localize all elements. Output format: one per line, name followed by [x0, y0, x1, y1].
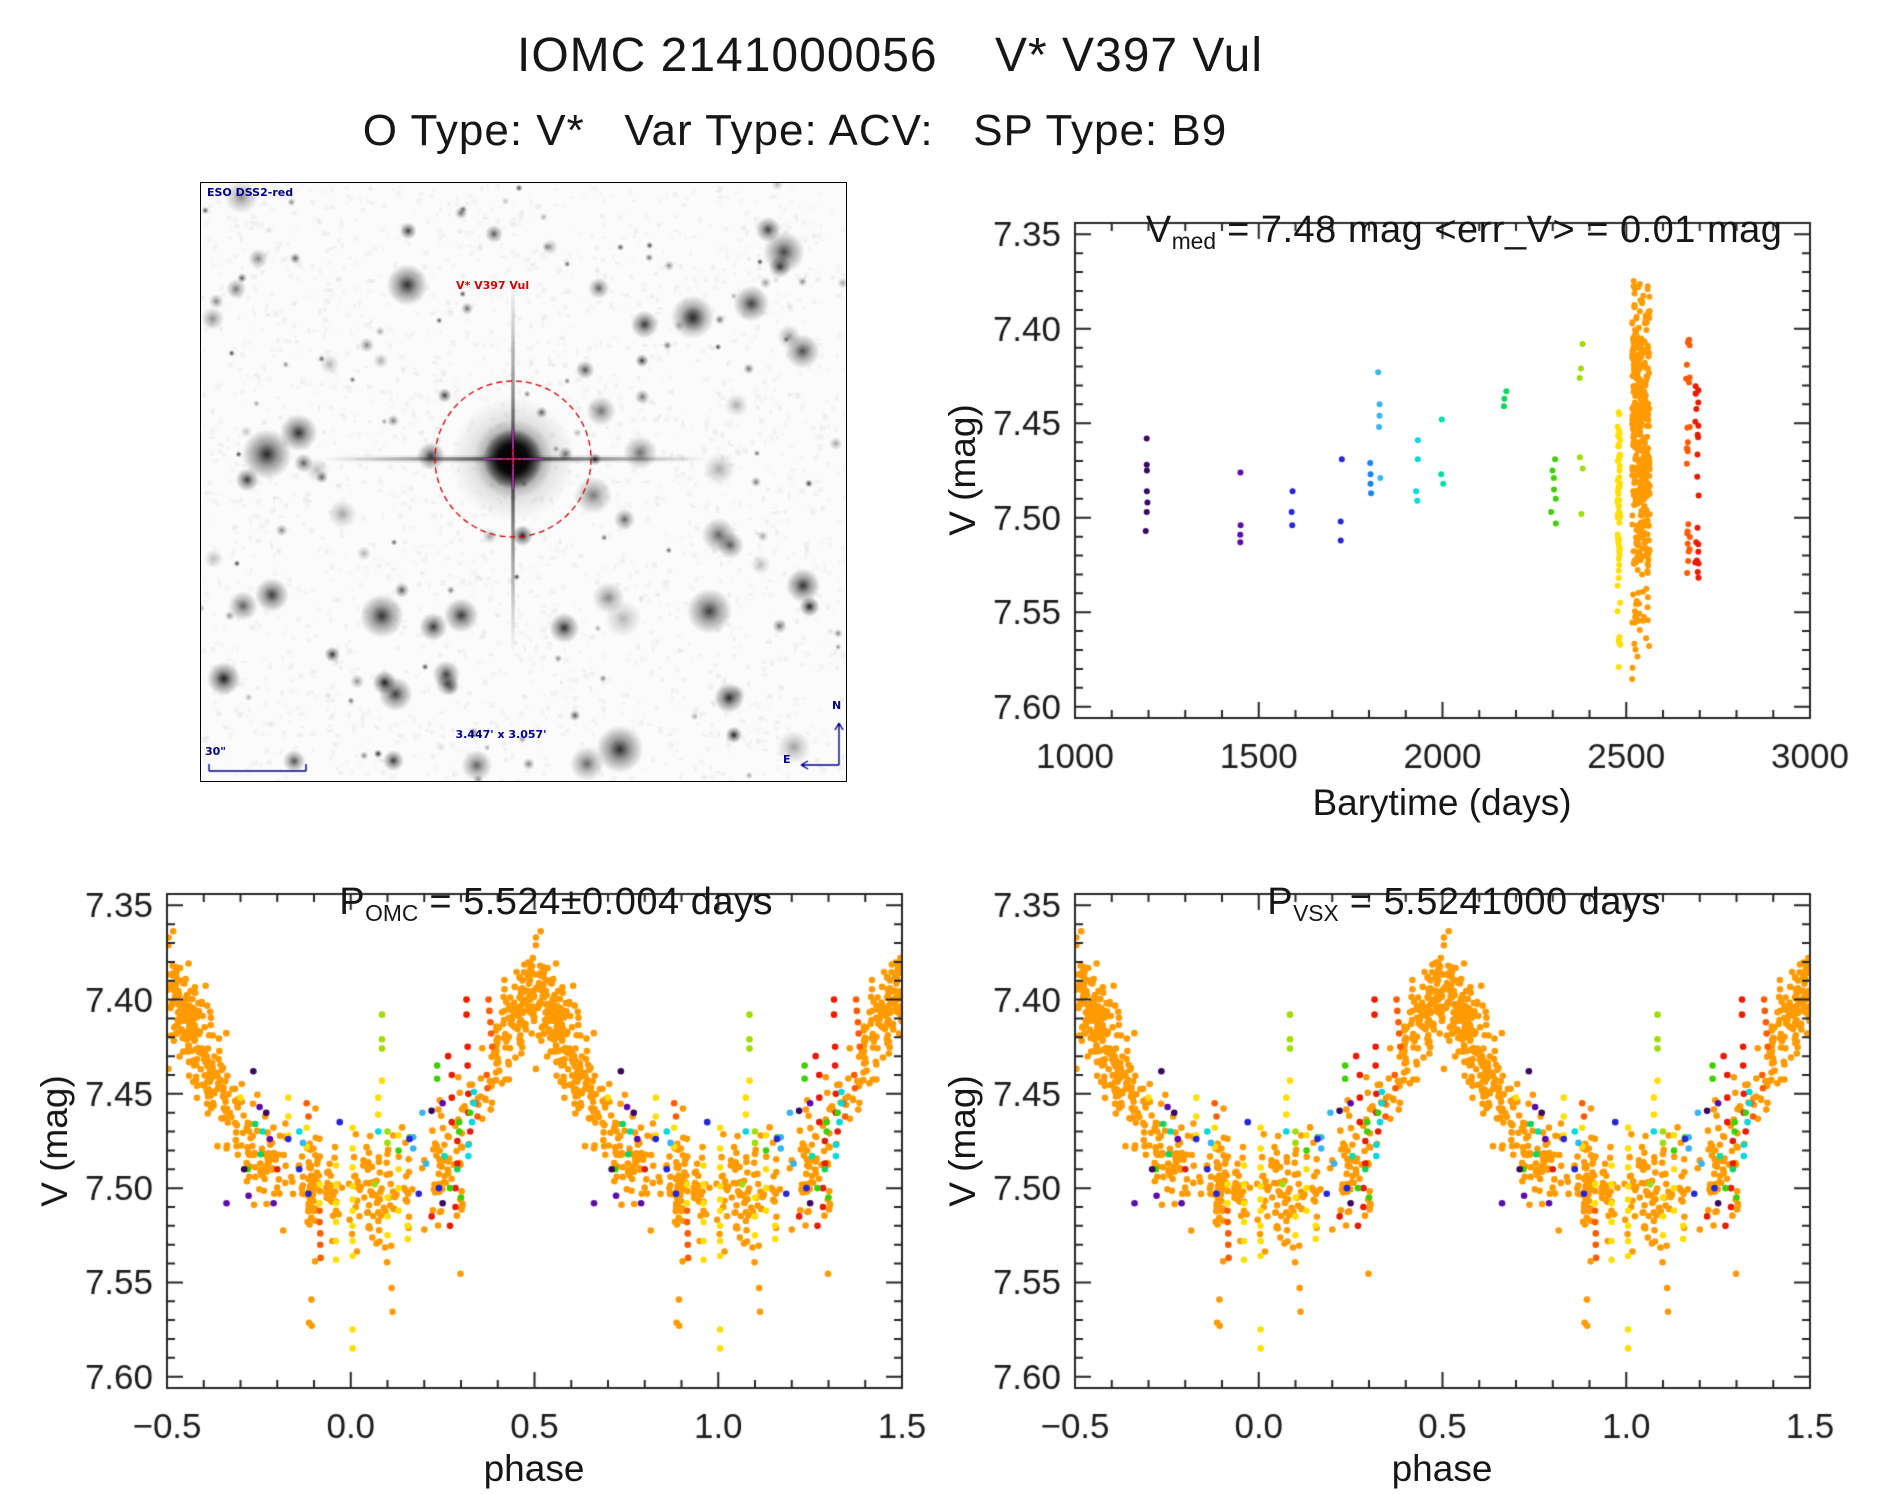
vsx-title-sub: VSX — [1293, 899, 1339, 926]
starfield-panel: ESO DSS2-red V* V397 Vul 3.447' x 3.057'… — [200, 182, 847, 782]
barytime-yaxis-label: V (mag) — [942, 404, 983, 536]
barytime-title-rest: = 7.48 mag <err_V> = 0.01 mag — [1216, 209, 1783, 251]
survey-label: ESO DSS2-red — [207, 186, 294, 199]
vsx-plot-title: PVSX = 5.5241000 days — [1223, 838, 1661, 970]
vsx-xaxis-label: phase — [1391, 1448, 1493, 1489]
vsx-title-prefix: P — [1267, 881, 1294, 923]
omc-title-rest: = 5.524±0.004 days — [418, 881, 773, 923]
barytime-plot-title: Vmed = 7.48 mag <err_V> = 0.01 mag — [1102, 166, 1783, 298]
compass-east-label: E — [783, 753, 791, 766]
compass-north-label: N — [832, 699, 842, 712]
barytime-title-prefix: V — [1145, 209, 1172, 251]
starfield-image — [201, 183, 846, 781]
vsx-yaxis-label: V (mag) — [942, 1075, 983, 1207]
omc-plot-title: POMC = 5.524±0.004 days — [295, 838, 773, 970]
omc-yaxis-label: V (mag) — [34, 1075, 75, 1207]
omc-title-prefix: P — [339, 881, 366, 923]
target-label: V* V397 Vul — [456, 279, 530, 292]
barytime-xaxis-label: Barytime (days) — [1312, 782, 1572, 823]
barytime-title-sub: med — [1171, 227, 1217, 254]
page-title: IOMC 2141000056 V* V397 Vul — [516, 29, 1264, 82]
vsx-title-rest: = 5.5241000 days — [1338, 881, 1661, 923]
page-subtitle: O Type: V* Var Type: ACV: SP Type: B9 — [362, 106, 1228, 155]
omc-xaxis-label: phase — [483, 1448, 585, 1489]
omc-title-sub: OMC — [365, 899, 419, 926]
fov-label: 3.447' x 3.057' — [455, 728, 547, 741]
scale-bar-label: 30" — [205, 745, 227, 758]
